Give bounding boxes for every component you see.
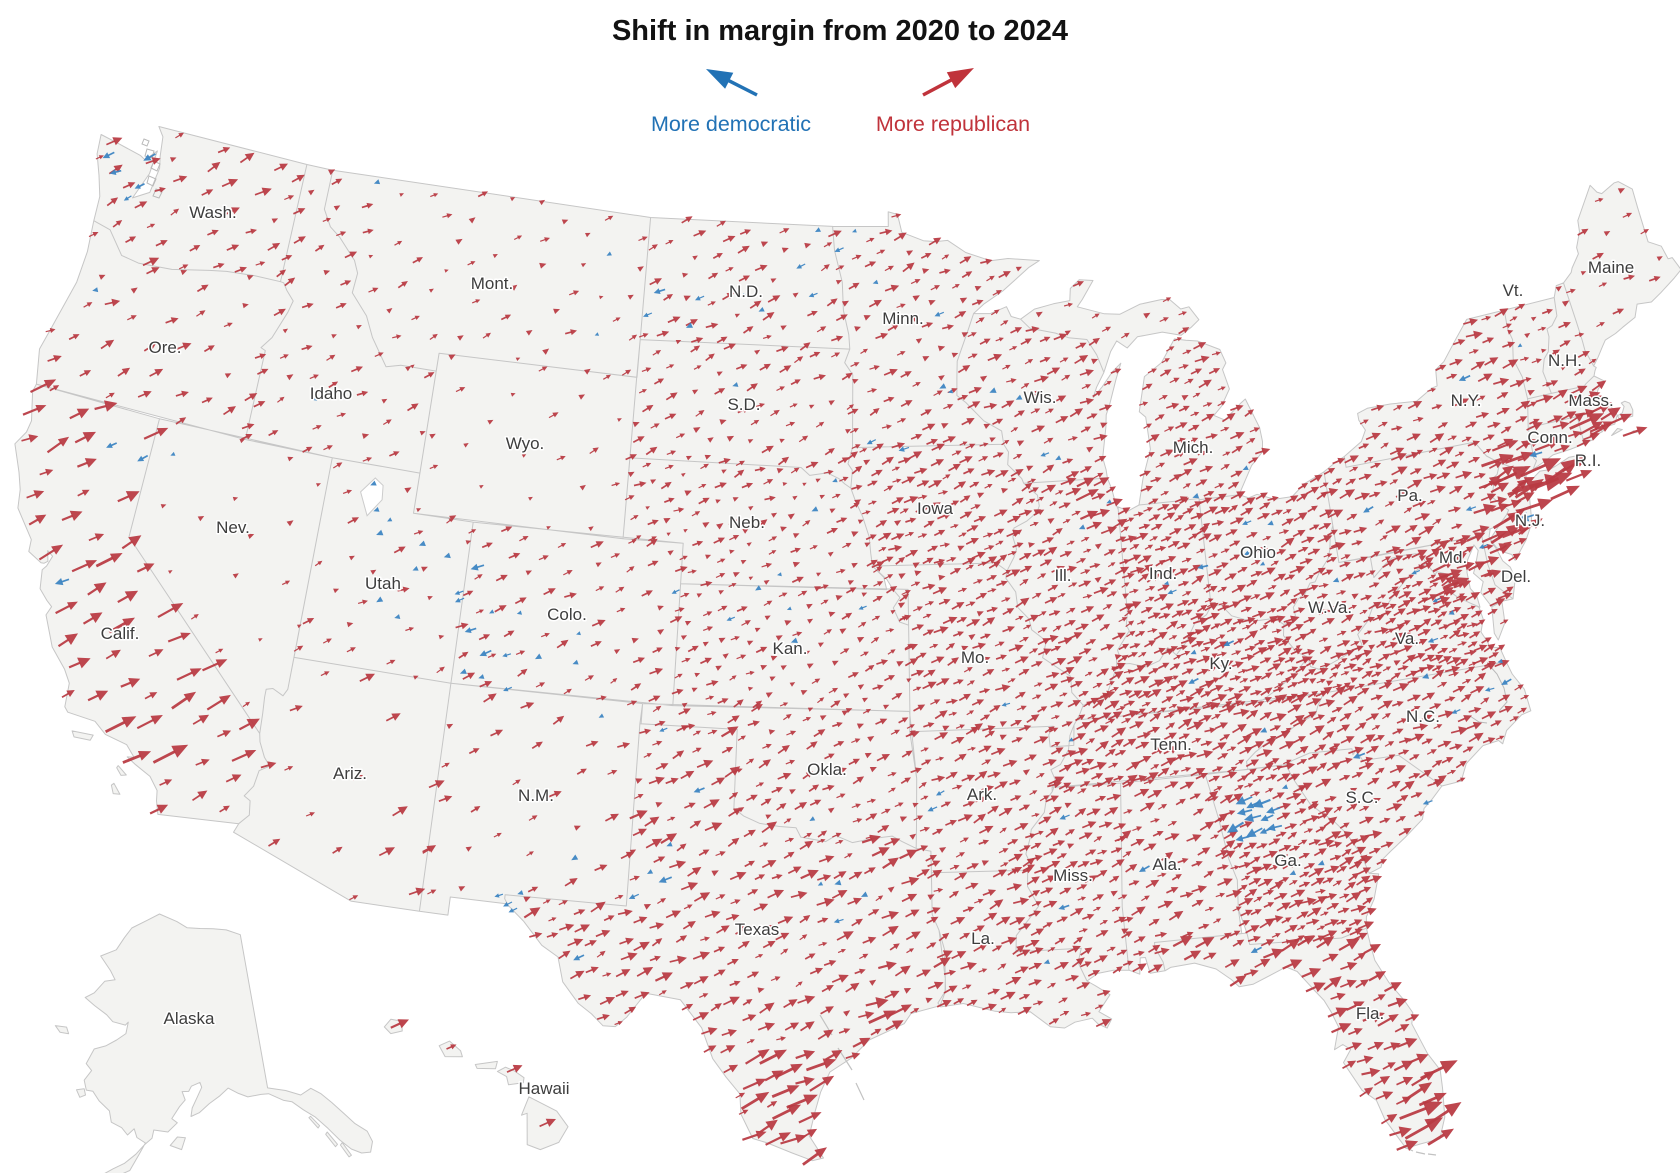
svg-text:Ohio: Ohio xyxy=(1240,543,1276,562)
svg-text:N.H.: N.H. xyxy=(1548,351,1582,370)
svg-text:N.Y.: N.Y. xyxy=(1451,391,1482,410)
svg-text:N.J.: N.J. xyxy=(1515,511,1545,530)
svg-text:Mo.: Mo. xyxy=(961,648,989,667)
svg-text:Maine: Maine xyxy=(1588,258,1634,277)
svg-text:Fla.: Fla. xyxy=(1356,1004,1384,1023)
svg-text:Wash.: Wash. xyxy=(189,203,237,222)
svg-text:Calif.: Calif. xyxy=(101,624,140,643)
svg-text:Tenn.: Tenn. xyxy=(1150,735,1192,754)
svg-text:Mich.: Mich. xyxy=(1173,438,1214,457)
svg-text:More republican: More republican xyxy=(876,112,1030,136)
svg-text:Va.: Va. xyxy=(1395,629,1419,648)
svg-text:Colo.: Colo. xyxy=(547,605,587,624)
svg-text:R.I.: R.I. xyxy=(1575,451,1601,470)
svg-text:La.: La. xyxy=(971,929,995,948)
svg-text:N.D.: N.D. xyxy=(729,282,763,301)
svg-text:Wyo.: Wyo. xyxy=(506,434,545,453)
svg-text:Utah: Utah xyxy=(365,574,401,593)
svg-text:Mont.: Mont. xyxy=(471,274,514,293)
svg-text:Texas: Texas xyxy=(735,920,779,939)
svg-text:Hawaii: Hawaii xyxy=(518,1079,569,1098)
svg-text:Pa.: Pa. xyxy=(1397,486,1423,505)
svg-text:Nev.: Nev. xyxy=(216,518,250,537)
svg-text:Ind.: Ind. xyxy=(1149,564,1177,583)
svg-text:Idaho: Idaho xyxy=(310,384,353,403)
svg-text:Ala.: Ala. xyxy=(1152,855,1181,874)
svg-text:Ark.: Ark. xyxy=(967,785,997,804)
svg-text:Miss.: Miss. xyxy=(1053,866,1093,885)
svg-text:Okla.: Okla. xyxy=(807,760,847,779)
svg-text:Ill.: Ill. xyxy=(1055,566,1072,585)
svg-text:Kan.: Kan. xyxy=(773,639,808,658)
svg-text:More democratic: More democratic xyxy=(651,112,811,136)
svg-text:Ariz.: Ariz. xyxy=(333,764,367,783)
svg-text:Neb.: Neb. xyxy=(729,513,765,532)
svg-text:Wis.: Wis. xyxy=(1023,388,1056,407)
svg-text:Shift in margin from 2020 to 2: Shift in margin from 2020 to 2024 xyxy=(612,15,1068,47)
svg-text:W.Va.: W.Va. xyxy=(1308,598,1352,617)
svg-text:Md.: Md. xyxy=(1439,548,1467,567)
svg-text:Ky.: Ky. xyxy=(1209,654,1232,673)
svg-text:Iowa: Iowa xyxy=(917,499,953,518)
svg-text:S.C.: S.C. xyxy=(1345,788,1378,807)
svg-text:Conn.: Conn. xyxy=(1527,428,1572,447)
svg-text:Ore.: Ore. xyxy=(148,338,181,357)
svg-text:Vt.: Vt. xyxy=(1503,281,1524,300)
svg-text:N.M.: N.M. xyxy=(518,786,554,805)
svg-text:Alaska: Alaska xyxy=(163,1009,215,1028)
svg-text:Del.: Del. xyxy=(1501,567,1531,586)
svg-text:S.D.: S.D. xyxy=(727,395,760,414)
svg-text:N.C.: N.C. xyxy=(1406,707,1440,726)
svg-text:Ga.: Ga. xyxy=(1274,851,1301,870)
svg-text:Mass.: Mass. xyxy=(1568,391,1613,410)
svg-text:Minn.: Minn. xyxy=(882,309,924,328)
